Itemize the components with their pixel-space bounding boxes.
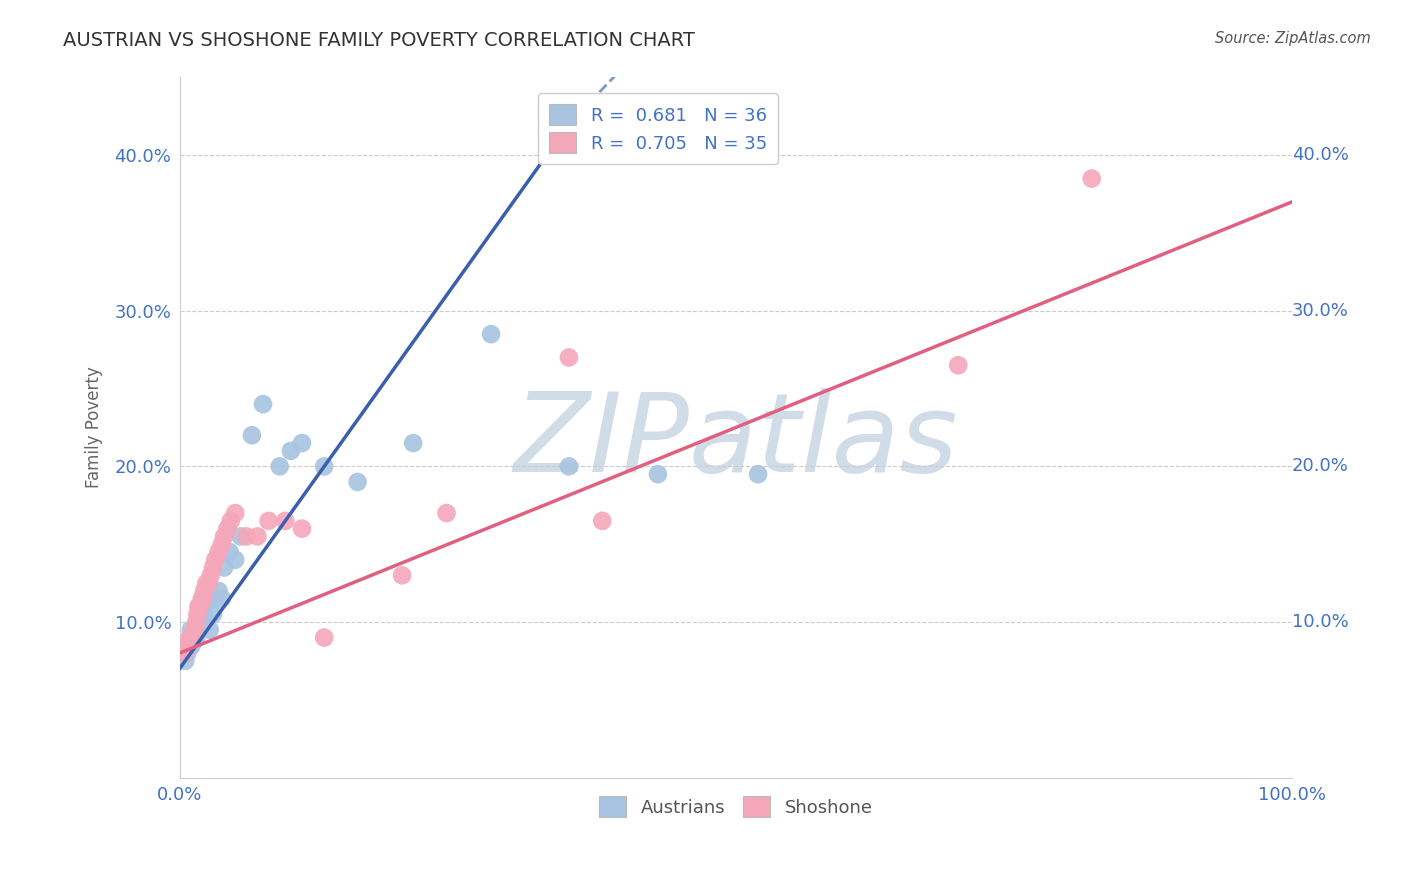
Point	[174, 654, 197, 668]
Point	[314, 631, 336, 645]
Point	[186, 607, 208, 622]
Point	[257, 514, 280, 528]
Point	[218, 545, 240, 559]
Text: 10.0%: 10.0%	[1292, 613, 1348, 631]
Point	[191, 591, 214, 606]
Point	[346, 475, 368, 489]
Point	[274, 514, 297, 528]
Point	[1080, 171, 1102, 186]
Point	[280, 443, 302, 458]
Point	[224, 506, 246, 520]
Point	[176, 638, 198, 652]
Point	[187, 599, 209, 614]
Point	[197, 576, 219, 591]
Point	[201, 560, 224, 574]
Point	[204, 553, 226, 567]
Point	[180, 631, 202, 645]
Point	[191, 607, 214, 622]
Point	[183, 623, 205, 637]
Point	[207, 545, 229, 559]
Point	[186, 615, 208, 629]
Text: AUSTRIAN VS SHOSHONE FAMILY POVERTY CORRELATION CHART: AUSTRIAN VS SHOSHONE FAMILY POVERTY CORR…	[63, 31, 695, 50]
Point	[235, 529, 257, 543]
Point	[558, 351, 581, 365]
Point	[191, 591, 214, 606]
Point	[252, 397, 274, 411]
Point	[229, 529, 252, 543]
Point	[747, 467, 769, 482]
Point	[240, 428, 263, 442]
Point	[187, 623, 209, 637]
Point	[183, 623, 205, 637]
Point	[179, 631, 201, 645]
Point	[217, 522, 239, 536]
Y-axis label: Family Poverty: Family Poverty	[86, 367, 103, 489]
Point	[224, 553, 246, 567]
Point	[211, 537, 233, 551]
Text: 40.0%: 40.0%	[1292, 146, 1348, 164]
Point	[181, 631, 204, 645]
Point	[188, 615, 211, 629]
Point	[948, 358, 970, 372]
Point	[314, 459, 336, 474]
Point	[195, 576, 218, 591]
Point	[186, 631, 208, 645]
Point	[269, 459, 291, 474]
Point	[207, 583, 229, 598]
Point	[246, 529, 269, 543]
Point	[198, 623, 221, 637]
Text: ZIPatlas: ZIPatlas	[513, 388, 957, 495]
Point	[173, 646, 195, 660]
Point	[647, 467, 669, 482]
Point	[212, 529, 235, 543]
Point	[184, 623, 207, 637]
Point	[211, 591, 233, 606]
Point	[291, 522, 314, 536]
Point	[291, 436, 314, 450]
Point	[191, 599, 214, 614]
Point	[180, 623, 202, 637]
Point	[436, 506, 458, 520]
Point	[197, 591, 219, 606]
Point	[180, 638, 202, 652]
Point	[200, 568, 222, 582]
Point	[204, 591, 226, 606]
Point	[558, 459, 581, 474]
Point	[193, 583, 215, 598]
Point	[201, 607, 224, 622]
Point	[193, 607, 215, 622]
Point	[479, 327, 502, 342]
Point	[219, 514, 242, 528]
Text: 20.0%: 20.0%	[1292, 458, 1348, 475]
Point	[591, 514, 613, 528]
Point	[212, 560, 235, 574]
Point	[188, 599, 211, 614]
Point	[391, 568, 413, 582]
Point	[402, 436, 425, 450]
Point	[179, 638, 201, 652]
Legend: Austrians, Shoshone: Austrians, Shoshone	[592, 789, 880, 824]
Text: Source: ZipAtlas.com: Source: ZipAtlas.com	[1215, 31, 1371, 46]
Text: 30.0%: 30.0%	[1292, 301, 1348, 320]
Point	[176, 646, 198, 660]
